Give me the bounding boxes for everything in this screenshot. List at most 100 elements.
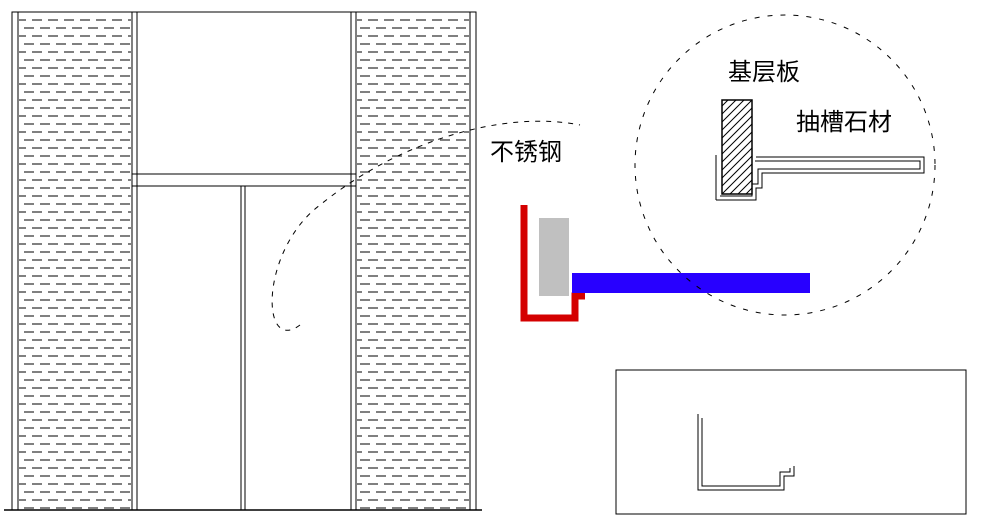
left-panel-hatch-row — [19, 230, 131, 238]
right-panel-hatch-row — [357, 54, 469, 62]
right-panel-hatch-row — [357, 246, 469, 254]
left-panel-hatch-row — [19, 254, 131, 262]
left-panel-hatch-row — [19, 150, 131, 158]
left-panel-hatch-row — [19, 430, 131, 438]
left-panel-hatch-row — [19, 398, 131, 406]
right-panel-hatch-row — [357, 302, 469, 310]
left-panel-hatch-row — [19, 454, 131, 462]
right-panel-hatch-row — [357, 374, 469, 382]
left-panel-hatch-row — [19, 262, 131, 270]
left-panel-hatch-row — [19, 46, 131, 54]
right-panel-hatch-row — [357, 230, 469, 238]
label-base_board: 基层板 — [728, 59, 800, 86]
left-panel-hatch-row — [19, 470, 131, 478]
left-panel-hatch-row — [19, 446, 131, 454]
left-panel-hatch-row — [19, 478, 131, 486]
right-panel-hatch-row — [357, 30, 469, 38]
left-panel-hatch-row — [19, 14, 131, 22]
right-panel-hatch-row — [357, 110, 469, 118]
left-panel-hatch-row — [19, 214, 131, 222]
right-panel-hatch-row — [357, 494, 469, 502]
left-panel-hatch-row — [19, 134, 131, 142]
right-panel-hatch-row — [357, 174, 469, 182]
left-panel-hatch-row — [19, 310, 131, 318]
left-panel-hatch-row — [19, 238, 131, 246]
right-panel-hatch-row — [357, 478, 469, 486]
right-panel-hatch-row — [357, 358, 469, 366]
left-panel-hatch-row — [19, 166, 131, 174]
right-panel-hatch-row — [357, 214, 469, 222]
left-panel-hatch-row — [19, 414, 131, 422]
left-panel-hatch-row — [19, 78, 131, 86]
right-panel-hatch-row — [357, 326, 469, 334]
right-panel-hatch-row — [357, 198, 469, 206]
right-panel-hatch-row — [357, 350, 469, 358]
right-panel-hatch-row — [357, 382, 469, 390]
right-panel-hatch-row — [357, 22, 469, 30]
left-panel-hatch-row — [19, 462, 131, 470]
left-panel-hatch-row — [19, 350, 131, 358]
right-panel-hatch-row — [357, 78, 469, 86]
left-panel-hatch-row — [19, 246, 131, 254]
left-panel-hatch-row — [19, 86, 131, 94]
left-panel-hatch-row — [19, 94, 131, 102]
right-panel-hatch-row — [357, 334, 469, 342]
left-panel-hatch-row — [19, 30, 131, 38]
right-panel-hatch-row — [357, 126, 469, 134]
right-panel-hatch-row — [357, 310, 469, 318]
left-panel-hatch-row — [19, 198, 131, 206]
right-panel-hatch-row — [357, 342, 469, 350]
right-panel-hatch-row — [357, 366, 469, 374]
right-panel-hatch-row — [357, 190, 469, 198]
left-panel-hatch-row — [19, 126, 131, 134]
left-panel-hatch-row — [19, 22, 131, 30]
right-panel-hatch-row — [357, 318, 469, 326]
right-panel-hatch-row — [357, 238, 469, 246]
profile-box — [616, 370, 966, 514]
right-panel-hatch-row — [357, 182, 469, 190]
left-panel-hatch-row — [19, 318, 131, 326]
left-panel-hatch-row — [19, 358, 131, 366]
right-panel-hatch-row — [357, 206, 469, 214]
left-panel-hatch-row — [19, 486, 131, 494]
right-panel-hatch-row — [357, 414, 469, 422]
right-panel-hatch-row — [357, 158, 469, 166]
left-panel-hatch-row — [19, 102, 131, 110]
left-panel-hatch-row — [19, 38, 131, 46]
profile-box-frame — [616, 370, 966, 514]
blue-stone-bar — [572, 273, 810, 293]
right-panel-hatch-row — [357, 294, 469, 302]
elevation-drawing — [4, 12, 482, 510]
left-panel-hatch-row — [19, 174, 131, 182]
left-panel-hatch-row — [19, 118, 131, 126]
right-panel-hatch-row — [357, 254, 469, 262]
profile-shape-inner — [702, 418, 790, 486]
left-panel-hatch-row — [19, 190, 131, 198]
right-panel-hatch-row — [357, 262, 469, 270]
left-panel-hatch-row — [19, 438, 131, 446]
left-panel-hatch-row — [19, 294, 131, 302]
right-panel-hatch-row — [357, 94, 469, 102]
right-panel-hatch-row — [357, 406, 469, 414]
right-panel-hatch-row — [357, 422, 469, 430]
right-panel-hatch-row — [357, 286, 469, 294]
right-panel-hatch-row — [357, 270, 469, 278]
left-panel-hatch-row — [19, 334, 131, 342]
label-groove_stone: 抽槽石材 — [796, 109, 892, 136]
left-panel-hatch-row — [19, 342, 131, 350]
left-panel-hatch-row — [19, 54, 131, 62]
right-panel-hatch-row — [357, 462, 469, 470]
left-panel-hatch-row — [19, 278, 131, 286]
left-panel-hatch-row — [19, 270, 131, 278]
grey-base-panel — [539, 218, 569, 296]
left-panel-hatch-row — [19, 406, 131, 414]
left-panel-hatch-row — [19, 70, 131, 78]
right-panel-hatch-row — [357, 502, 469, 510]
right-panel-hatch-row — [357, 62, 469, 70]
left-panel-hatch-row — [19, 494, 131, 502]
right-panel-hatch-row — [357, 166, 469, 174]
left-panel-hatch-row — [19, 302, 131, 310]
right-panel-hatch-row — [357, 14, 469, 22]
right-panel-hatch-row — [357, 142, 469, 150]
base-board-hatched — [722, 100, 752, 194]
